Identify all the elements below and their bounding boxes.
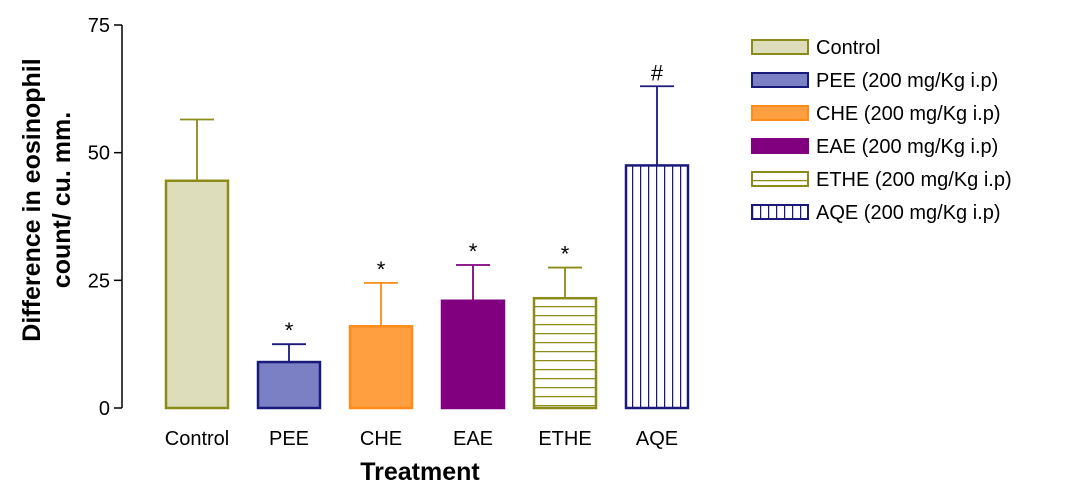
- bar-pee: [256, 360, 322, 410]
- significance-marker: #: [651, 60, 664, 85]
- y-axis-title-line1: Difference in eosinophil: [18, 58, 46, 341]
- bar-ethe: [532, 296, 598, 410]
- x-tick-label: EAE: [453, 428, 493, 450]
- legend-swatch: [751, 72, 809, 88]
- y-axis-title-line2: count/ cu. mm.: [48, 112, 76, 288]
- bar-che: [348, 325, 414, 410]
- x-tick-label: PEE: [269, 428, 309, 450]
- y-axis-title: Difference in eosinophil count/ cu. mm.: [18, 58, 76, 341]
- bar-aqe: [624, 164, 690, 410]
- legend-label: Control: [816, 37, 880, 59]
- significance-marker: *: [377, 257, 386, 282]
- x-tick-label: CHE: [360, 428, 402, 450]
- x-tick-label: AQE: [636, 428, 678, 450]
- legend-swatch: [751, 138, 809, 154]
- legend-label: PEE (200 mg/Kg i.p): [816, 70, 998, 92]
- y-tick-label: 75: [88, 15, 110, 37]
- legend-swatch: [751, 105, 809, 121]
- significance-marker: *: [469, 239, 478, 264]
- bar-control: [164, 179, 230, 410]
- legend-swatch: [751, 171, 809, 187]
- plot-area: 0 25 50 75 Control * PEE * CHE * EAE * ETHE # AQE: [88, 15, 690, 450]
- legend-swatch: [751, 39, 809, 55]
- x-tick-label: Control: [165, 428, 229, 450]
- bar-eae: [440, 299, 506, 410]
- significance-marker: *: [285, 318, 294, 343]
- y-tick-label: 50: [88, 143, 110, 165]
- x-axis-title: Treatment: [360, 458, 480, 486]
- significance-marker: *: [561, 242, 570, 267]
- legend-swatch: [751, 204, 809, 220]
- y-tick-label: 0: [99, 398, 110, 420]
- y-tick-label: 25: [88, 270, 110, 292]
- x-tick-label: ETHE: [538, 428, 591, 450]
- legend-label: CHE (200 mg/Kg i.p): [816, 103, 1001, 125]
- legend: Control PEE (200 mg/Kg i.p) CHE (200 mg/Kg…: [751, 37, 1012, 224]
- legend-label: ETHE (200 mg/Kg i.p): [816, 169, 1012, 191]
- legend-label: AQE (200 mg/Kg i.p): [816, 202, 1001, 224]
- legend-label: EAE (200 mg/Kg i.p): [816, 136, 998, 158]
